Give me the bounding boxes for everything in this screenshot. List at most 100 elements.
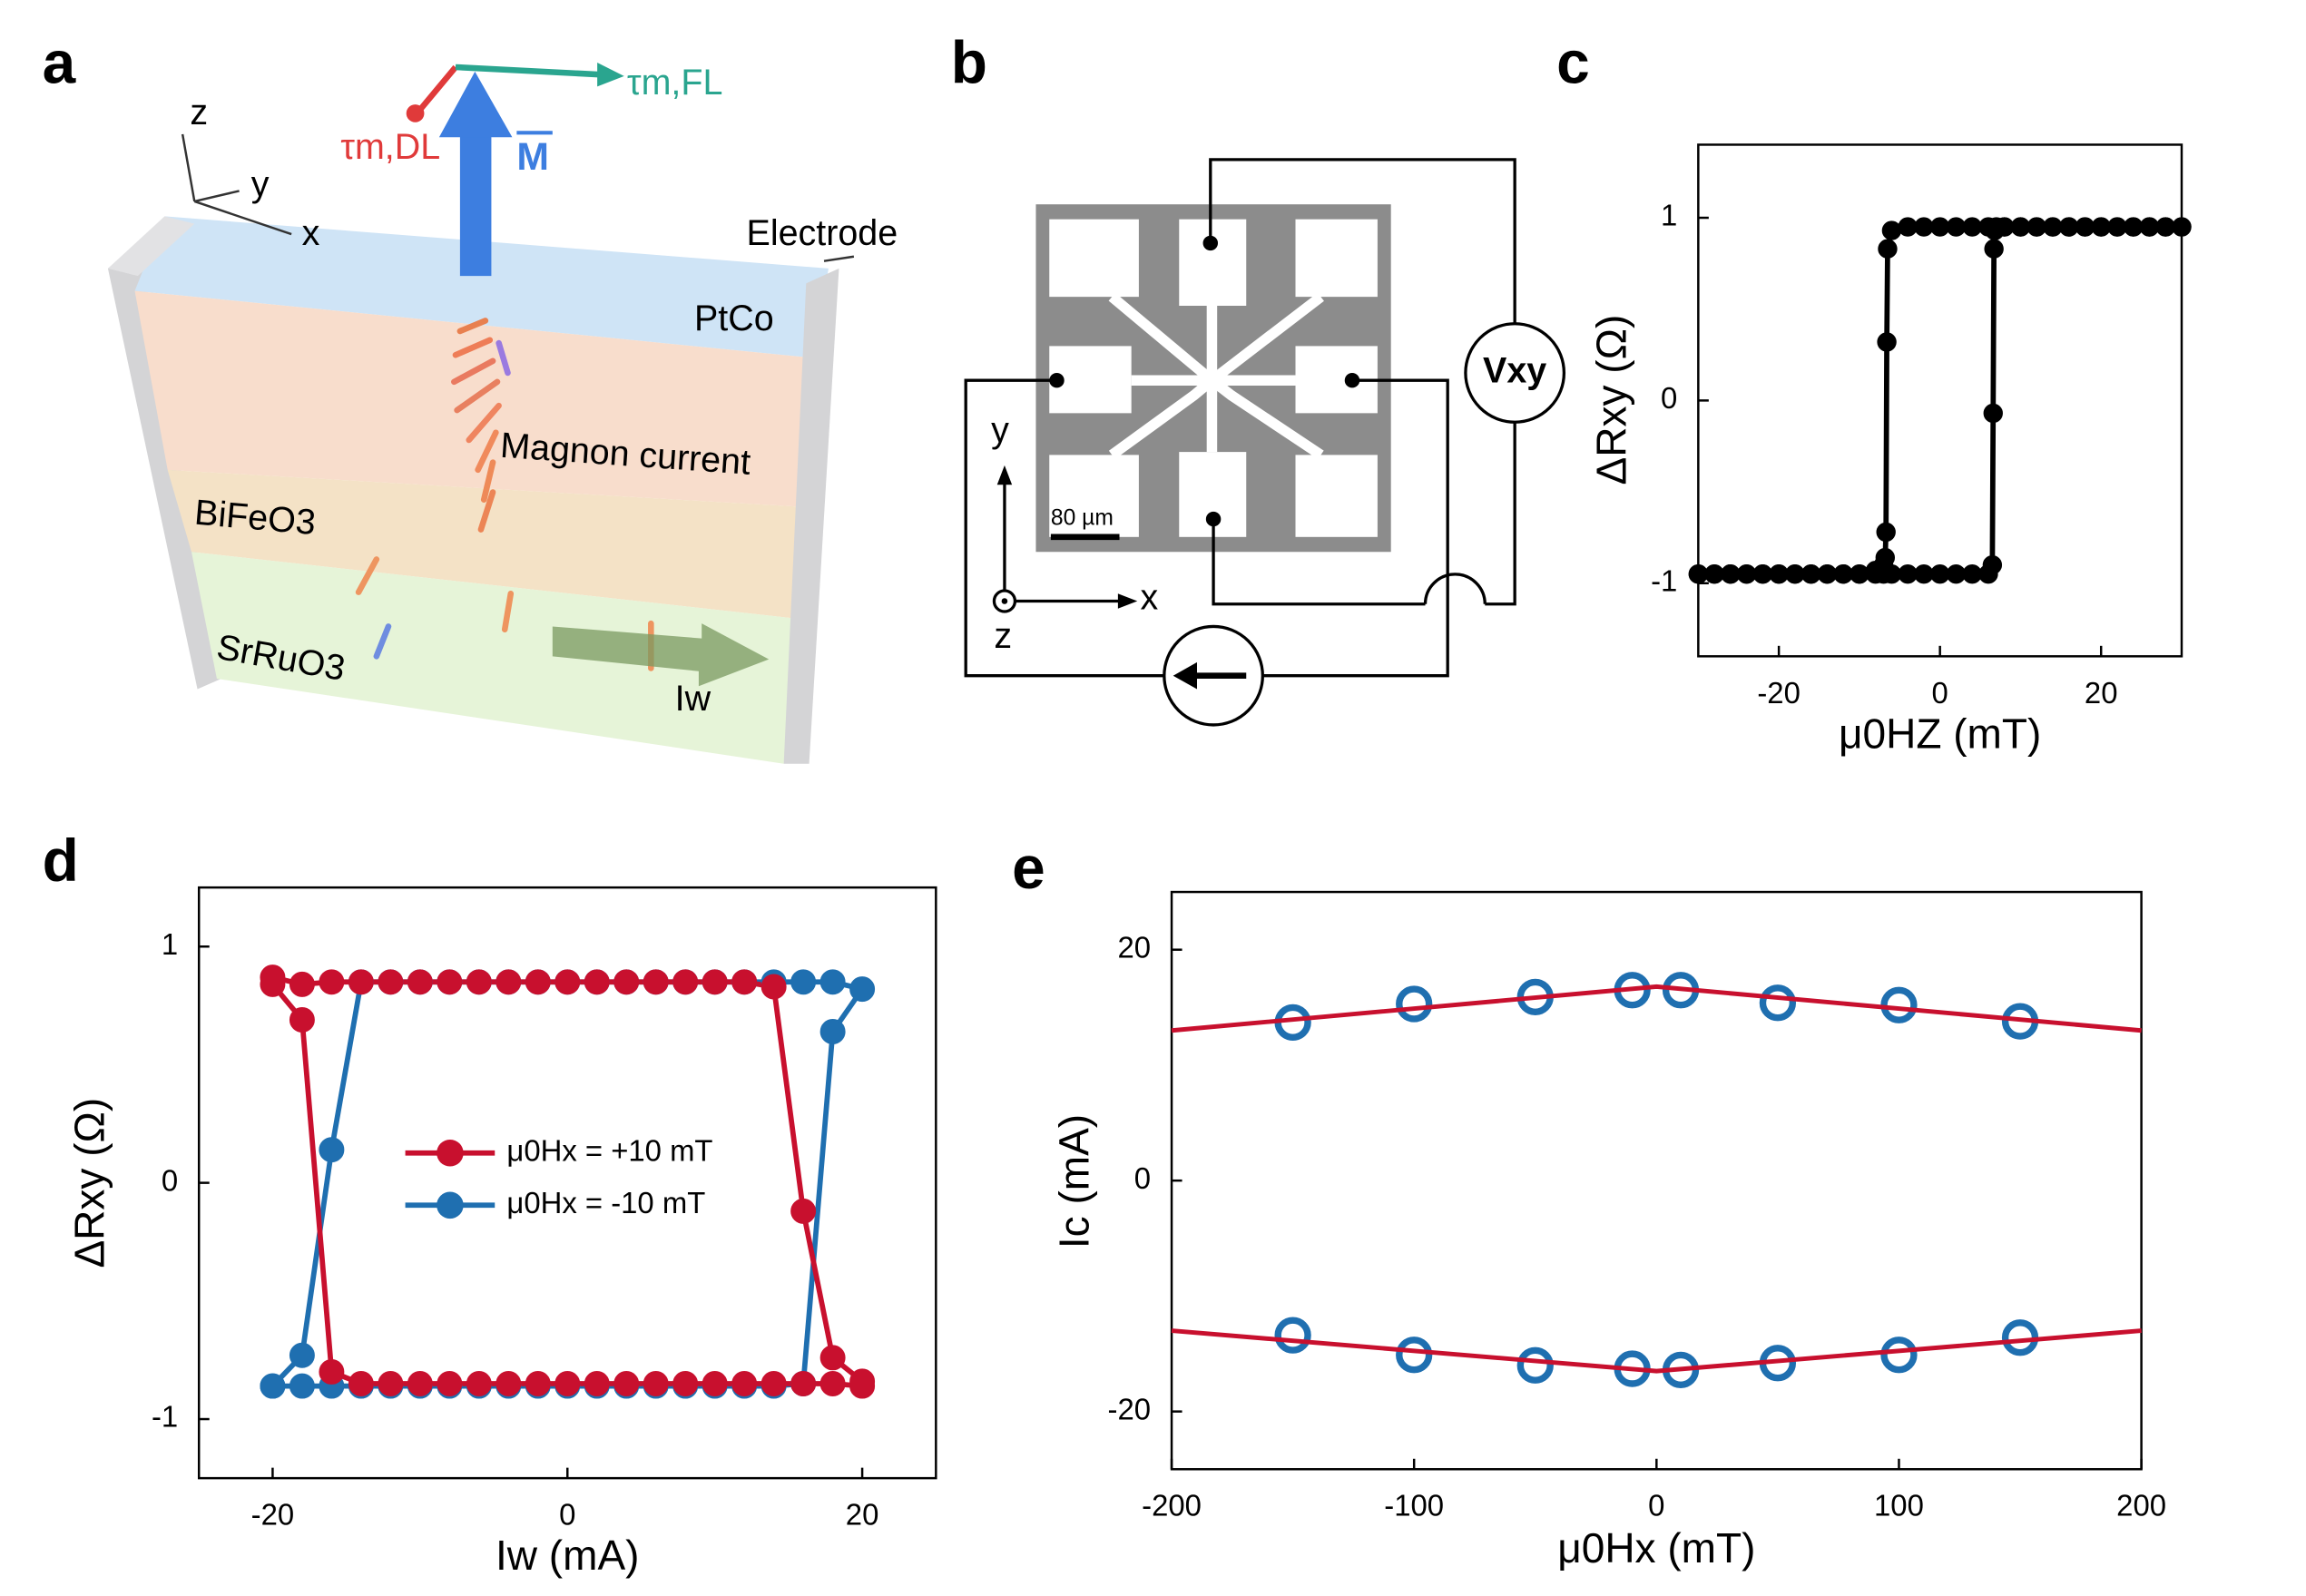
panel-label: e xyxy=(1012,834,1045,901)
plot-frame xyxy=(1170,890,2143,1471)
data-point xyxy=(2059,217,2079,237)
panel-b: Vxy 80 µm y x z xyxy=(964,158,1566,727)
data-point xyxy=(1865,560,1886,581)
panel-label: c xyxy=(1556,28,1590,95)
data-point xyxy=(466,1370,492,1396)
data-point xyxy=(2001,1319,2039,1356)
data-point xyxy=(1396,985,1433,1023)
pad xyxy=(1295,219,1378,298)
data-point xyxy=(1833,564,1853,584)
m-arrow-head xyxy=(438,71,513,138)
electrode-left xyxy=(107,246,221,690)
data-point xyxy=(1962,564,1982,584)
series-line xyxy=(1698,224,2182,577)
spin xyxy=(452,337,494,358)
spin xyxy=(456,318,489,335)
torque-dl-label: τm,DL xyxy=(340,127,440,167)
spin xyxy=(475,429,499,474)
legend-marker xyxy=(437,1191,464,1219)
legend-item: μ0Hx = +10 mT xyxy=(405,1133,713,1167)
data-point xyxy=(1769,564,1789,584)
legend-label: μ0Hx = +10 mT xyxy=(506,1133,712,1167)
y-tick-label: -20 xyxy=(1108,1392,1152,1425)
data-point xyxy=(525,969,551,995)
torque-fl-head xyxy=(597,63,624,87)
axis-label: z xyxy=(190,93,208,132)
series-line xyxy=(270,974,865,1389)
series-line xyxy=(1171,984,2142,1033)
y-axis-label: ΔRxy (Ω) xyxy=(1587,315,1634,485)
electrode-pointer xyxy=(823,255,855,262)
data-point xyxy=(525,1370,551,1396)
contact xyxy=(1344,372,1360,388)
torque-fl-label: τm,FL xyxy=(627,63,722,103)
data-point xyxy=(496,1370,522,1396)
axis-label: y xyxy=(991,410,1009,450)
y-tick-label: 1 xyxy=(1661,199,1677,232)
data-point xyxy=(554,969,581,995)
ptco-layer xyxy=(134,216,829,358)
x-axis-label: Iw (mA) xyxy=(496,1532,639,1579)
torque-dl xyxy=(416,64,458,114)
data-point xyxy=(319,969,345,995)
wire-crossing xyxy=(1423,573,1487,604)
panel-label: a xyxy=(43,28,76,95)
x-tick-label: 20 xyxy=(846,1498,879,1532)
data-point xyxy=(2091,217,2111,237)
data-point xyxy=(437,969,463,995)
data-point xyxy=(1876,522,1896,543)
y-tick-label: 0 xyxy=(162,1163,178,1197)
y-tick-label: -1 xyxy=(1651,563,1677,597)
data-point xyxy=(319,1358,345,1385)
x-tick-label: 100 xyxy=(1874,1489,1924,1523)
data-point xyxy=(643,969,669,995)
wire xyxy=(1262,378,1449,678)
x-tick-label: -20 xyxy=(251,1498,295,1532)
axis-label: y xyxy=(251,164,270,204)
data-point xyxy=(1801,564,1821,584)
legend-marker xyxy=(437,1139,464,1167)
y-tick-label: 20 xyxy=(1117,930,1151,964)
x-tick-label: -200 xyxy=(1142,1489,1202,1523)
data-point xyxy=(1759,984,1797,1022)
data-point xyxy=(760,974,787,1000)
data-point xyxy=(289,971,315,997)
series-markers xyxy=(260,964,876,1399)
data-point xyxy=(319,1137,345,1163)
data-point xyxy=(1982,554,2003,575)
spin xyxy=(454,378,501,414)
axis-x xyxy=(193,200,292,236)
panel-label: d xyxy=(43,827,79,894)
voltmeter xyxy=(1464,322,1566,424)
series-line xyxy=(270,979,867,1389)
data-point xyxy=(407,969,433,995)
data-point xyxy=(731,1370,758,1396)
spin xyxy=(373,623,392,660)
source-arrow-head xyxy=(1173,661,1197,690)
data-point xyxy=(1877,332,1897,352)
y-tick-label: 0 xyxy=(1661,381,1677,415)
data-point xyxy=(2075,217,2095,237)
wire xyxy=(1209,158,1516,324)
data-point xyxy=(702,969,728,995)
series-lines xyxy=(1274,972,2039,1388)
pad xyxy=(1179,219,1247,307)
x-tick-label: 0 xyxy=(559,1498,575,1532)
wire xyxy=(1212,519,1426,606)
data-point xyxy=(1880,986,1918,1023)
y-tick-label: 0 xyxy=(1134,1161,1151,1195)
data-point xyxy=(2172,217,2192,237)
spin xyxy=(496,339,511,377)
data-point xyxy=(1516,1346,1554,1384)
chart: -20 0 20 -1 0 1 Iw (mA) ΔRxy (Ω) μ0Hx = +10 mT μ0… xyxy=(66,886,937,1579)
data-point xyxy=(466,969,492,995)
axis-z-dot xyxy=(1001,598,1008,604)
data-point xyxy=(790,1198,817,1224)
trace xyxy=(1108,376,1216,460)
data-point xyxy=(1946,564,1967,584)
data-point xyxy=(1914,564,1934,584)
data-point xyxy=(2155,217,2175,237)
trace xyxy=(1208,376,1324,460)
axis-z xyxy=(181,133,196,202)
